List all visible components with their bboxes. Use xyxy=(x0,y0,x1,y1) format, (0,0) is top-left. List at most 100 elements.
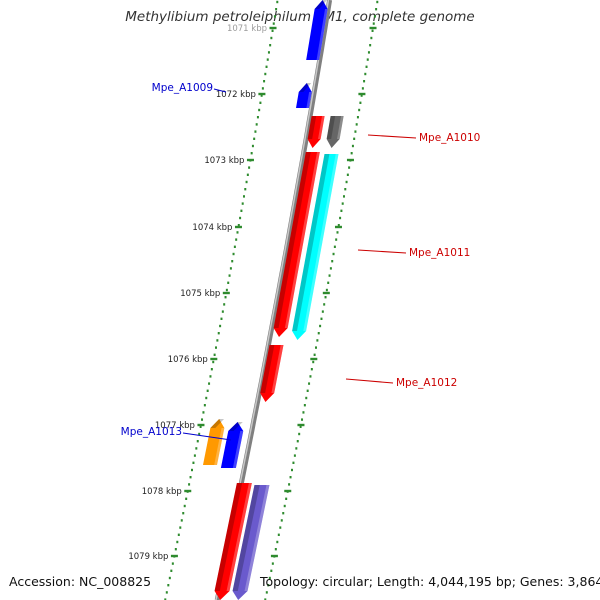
gene-highlight xyxy=(271,345,284,393)
gene-arrow[interactable] xyxy=(260,345,284,402)
tick-dot xyxy=(236,231,239,234)
tick-dot xyxy=(231,260,234,263)
tick-dot xyxy=(293,454,296,457)
tick-dot xyxy=(364,72,367,76)
gene-arrow[interactable] xyxy=(326,116,344,148)
tick-dot xyxy=(214,346,217,349)
gene-arrow[interactable] xyxy=(273,152,320,337)
gene-Mpe_A1012[interactable] xyxy=(260,345,284,402)
tick-dot xyxy=(196,440,199,443)
gene-arrow[interactable] xyxy=(292,154,339,340)
gene-label-Mpe_A1010[interactable]: Mpe_A1010 xyxy=(419,132,480,144)
gene-label-Mpe_A1009[interactable]: Mpe_A1009 xyxy=(152,82,213,94)
gene-arrow[interactable] xyxy=(202,419,225,465)
tick-dot xyxy=(221,310,224,313)
gene-shading xyxy=(292,154,330,331)
tick-dot xyxy=(358,108,361,112)
tick-dot xyxy=(177,533,180,536)
gene-feature[interactable] xyxy=(326,116,344,148)
gene-arrow[interactable] xyxy=(296,83,312,108)
tick-dot xyxy=(342,195,345,198)
tick-dot xyxy=(167,584,170,587)
gene-Mpe_A1009[interactable] xyxy=(296,83,312,108)
tick-dot xyxy=(259,101,262,104)
tick-dot xyxy=(192,461,195,464)
gene-feature[interactable] xyxy=(306,0,328,60)
leader-line xyxy=(367,134,417,139)
gene-feature[interactable] xyxy=(292,154,339,340)
tick-dot xyxy=(355,123,358,126)
tick-dot xyxy=(233,245,236,248)
major-tick xyxy=(297,423,305,427)
gene-highlight xyxy=(306,92,312,108)
gene-shading xyxy=(298,83,312,92)
tick-dot xyxy=(277,533,280,536)
tick-dot xyxy=(331,260,334,263)
gene-arrow[interactable] xyxy=(214,483,252,600)
tick-dot xyxy=(280,519,283,522)
tick-dot xyxy=(264,598,267,600)
tick-dot xyxy=(375,8,378,11)
tick-dot xyxy=(303,404,306,407)
gene-feature[interactable] xyxy=(220,422,244,468)
tick-dot xyxy=(268,576,271,580)
tick-dot xyxy=(232,252,235,256)
tick-label: 1079 kbp xyxy=(128,552,168,562)
tick-dot xyxy=(266,58,269,61)
gene-shading xyxy=(228,422,243,431)
gene-arrow[interactable] xyxy=(232,485,270,600)
major-tick xyxy=(322,291,330,295)
tick-dot xyxy=(341,202,344,205)
gene-shading xyxy=(232,485,260,591)
tick-dot xyxy=(324,296,327,299)
gene-Mpe_A1011[interactable] xyxy=(273,152,320,337)
tick-dot xyxy=(216,339,219,342)
gene-feature[interactable] xyxy=(214,483,252,600)
gene-labels: Mpe_A1009 Mpe_A1010 Mpe_A1011 Mpe_A1012 Mpe_… xyxy=(121,82,480,441)
tick-dot xyxy=(255,123,258,126)
tick-dot xyxy=(229,267,232,270)
tick-dot xyxy=(316,339,319,342)
gene-highlight xyxy=(318,116,325,139)
tick-dot xyxy=(241,202,244,205)
tick-dot xyxy=(170,569,173,572)
tick-dot xyxy=(270,569,273,572)
leader-line xyxy=(357,249,407,254)
tick-dot xyxy=(254,130,257,133)
accession-text: Accession: NC_008825 xyxy=(9,574,152,589)
tick-dot xyxy=(376,0,379,4)
tick-dot xyxy=(321,310,324,313)
gene-label-Mpe_A1012[interactable]: Mpe_A1012 xyxy=(396,377,457,389)
tick-label: 1073 kbp xyxy=(204,156,244,166)
gene-Mpe_A1010[interactable] xyxy=(307,116,325,148)
tick-dot xyxy=(335,238,338,241)
gene-feature[interactable] xyxy=(232,485,270,600)
tick-dot xyxy=(348,166,351,169)
tick-dot xyxy=(333,245,336,248)
gene-Mpe_A1013[interactable] xyxy=(202,419,225,465)
gene-arrow[interactable] xyxy=(220,422,244,468)
major-tick xyxy=(269,26,277,30)
gene-highlight xyxy=(284,152,320,328)
tick-dot xyxy=(202,411,205,414)
tick-marks: 1071 kbp 1072 kbp 1073 kbp 1074 kbp 1075 kbp… xyxy=(128,24,377,562)
tick-dot xyxy=(340,209,343,212)
tick-dot xyxy=(251,144,254,148)
gene-features[interactable] xyxy=(202,0,344,600)
tick-dot xyxy=(298,432,301,436)
tick-dot xyxy=(208,382,211,385)
gene-shading xyxy=(210,419,225,428)
major-tick xyxy=(210,357,218,361)
tick-dot xyxy=(285,497,288,500)
tick-dot xyxy=(273,15,276,18)
gene-arrow[interactable] xyxy=(306,0,328,60)
tick-dot xyxy=(270,36,273,40)
tick-dot xyxy=(325,288,328,292)
tick-dot xyxy=(272,22,275,25)
gene-arrow[interactable] xyxy=(307,116,325,148)
gene-label-Mpe_A1011[interactable]: Mpe_A1011 xyxy=(409,247,470,259)
gene-label-Mpe_A1013[interactable]: Mpe_A1013 xyxy=(121,426,182,438)
tick-dot xyxy=(317,332,320,335)
tick-dot xyxy=(292,461,295,464)
